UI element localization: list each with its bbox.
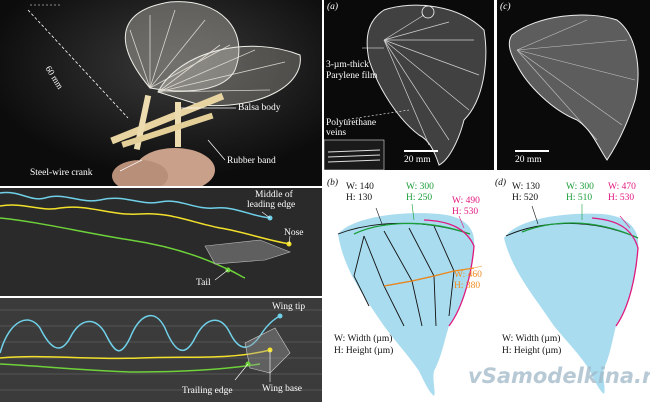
panel-d-tag: (d) bbox=[495, 178, 507, 188]
wing-tip-label: Wing tip bbox=[272, 302, 306, 312]
b-legend-height: H: Height (µm) bbox=[334, 346, 394, 356]
panel-c-photo: (c) 20 mm bbox=[497, 0, 650, 170]
b-m3-width: W: 490 bbox=[452, 196, 480, 206]
veins-label-1: Polyurethane bbox=[326, 118, 377, 128]
panel-a-scale-bar bbox=[404, 150, 438, 152]
b-m1-height: H: 130 bbox=[346, 193, 373, 203]
panel-c-wing bbox=[508, 14, 639, 161]
d-m2-height: H: 510 bbox=[566, 193, 593, 203]
steel-crank-label: Steel-wire crank bbox=[30, 168, 93, 178]
rubber-band-label: Rubber band bbox=[227, 156, 276, 166]
d-legend-width: W: Width (µm) bbox=[502, 334, 561, 344]
d-m1-width: W: 130 bbox=[512, 182, 540, 192]
panel-c-tag: (c) bbox=[500, 2, 511, 12]
d-legend-height: H: Height (µm) bbox=[502, 346, 562, 356]
panel-b-diagram: (b) W: 140 H: 130 W: 300 H: 250 W: 490 H… bbox=[324, 176, 490, 402]
nose-label: Nose bbox=[284, 228, 304, 238]
b-m4-height: H: 380 bbox=[454, 281, 481, 291]
panel-b-wing-shape bbox=[337, 203, 483, 396]
wing-trajectory-plot bbox=[0, 298, 322, 402]
panel-a-photo: (a) 3-µm-thick Parylene film Polyurethan… bbox=[324, 0, 494, 170]
b-m4-width: W: 460 bbox=[454, 270, 482, 280]
head-trajectory-photo: Middle of leading edge Nose Tail bbox=[0, 188, 322, 296]
panel-a-scale-label: 20 mm bbox=[404, 155, 431, 165]
wing-base-label: Wing base bbox=[262, 384, 302, 394]
d-m2-width: W: 300 bbox=[566, 182, 594, 192]
trailing-edge-label: Trailing edge bbox=[182, 386, 233, 396]
b-legend-width: W: Width (µm) bbox=[334, 334, 393, 344]
watermark: vSamodelkina.ru bbox=[468, 364, 650, 388]
panel-c-scale-label: 20 mm bbox=[515, 155, 542, 165]
b-m2-width: W: 300 bbox=[406, 182, 434, 192]
head-trajectory-plot bbox=[0, 188, 322, 296]
film-label-1: 3-µm-thick bbox=[326, 60, 369, 70]
panel-d-diagram: (d) W: 130 H: 520 W: 300 H: 510 W: 470 H… bbox=[492, 176, 650, 402]
d-m3-width: W: 470 bbox=[608, 182, 636, 192]
d-m3-height: H: 530 bbox=[608, 193, 635, 203]
ornithopter-illustration bbox=[0, 0, 322, 186]
wing-trajectory-photo: Wing tip Trailing edge Wing base bbox=[0, 298, 322, 402]
balsa-body-label: Balsa body bbox=[238, 103, 281, 113]
panel-a-tag: (a) bbox=[327, 2, 339, 12]
panel-c-scale-bar bbox=[515, 150, 549, 152]
veins-label-2: veins bbox=[326, 128, 347, 138]
middle-edge-label-1: Middle of bbox=[255, 190, 293, 200]
film-label-2: Parylene film bbox=[326, 71, 378, 81]
panel-b-tag: (b) bbox=[327, 178, 339, 188]
panel-d-wing-shape bbox=[504, 204, 639, 394]
b-m2-height: H: 250 bbox=[406, 193, 433, 203]
b-m1-width: W: 140 bbox=[346, 182, 374, 192]
b-m3-height: H: 530 bbox=[452, 207, 479, 217]
ornithopter-photo: 60 mm Balsa body Rubber band Steel-wire … bbox=[0, 0, 322, 186]
d-m1-height: H: 520 bbox=[512, 193, 539, 203]
tail-label: Tail bbox=[196, 278, 211, 288]
middle-edge-label-2: leading edge bbox=[247, 200, 296, 210]
panel-a-wing bbox=[324, 4, 487, 170]
